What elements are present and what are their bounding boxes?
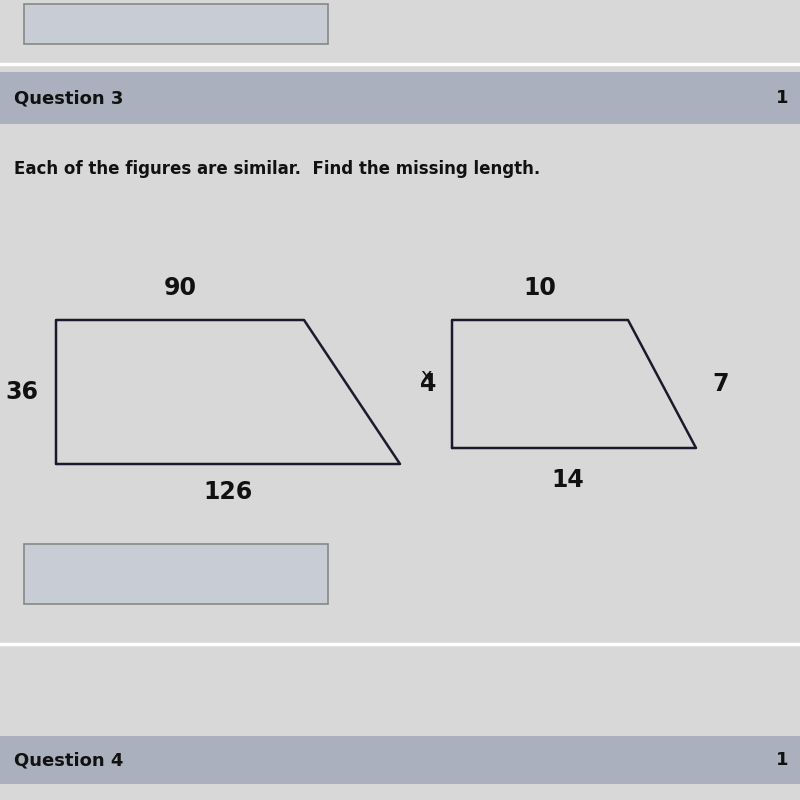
FancyBboxPatch shape: [0, 736, 800, 784]
Text: Question 4: Question 4: [14, 751, 124, 769]
Text: 7: 7: [712, 372, 729, 396]
Text: 10: 10: [523, 276, 557, 300]
Text: Each of the figures are similar.  Find the missing length.: Each of the figures are similar. Find th…: [14, 160, 541, 178]
Text: 14: 14: [552, 468, 584, 492]
Text: 90: 90: [163, 276, 197, 300]
Text: Question 3: Question 3: [14, 89, 124, 107]
FancyBboxPatch shape: [0, 72, 800, 124]
Text: x: x: [420, 366, 431, 386]
FancyBboxPatch shape: [24, 544, 328, 604]
Text: 36: 36: [6, 380, 38, 404]
Text: 1: 1: [775, 751, 788, 769]
Text: 4: 4: [420, 372, 436, 396]
Text: 126: 126: [203, 480, 253, 504]
FancyBboxPatch shape: [24, 4, 328, 44]
Text: 1: 1: [775, 89, 788, 107]
